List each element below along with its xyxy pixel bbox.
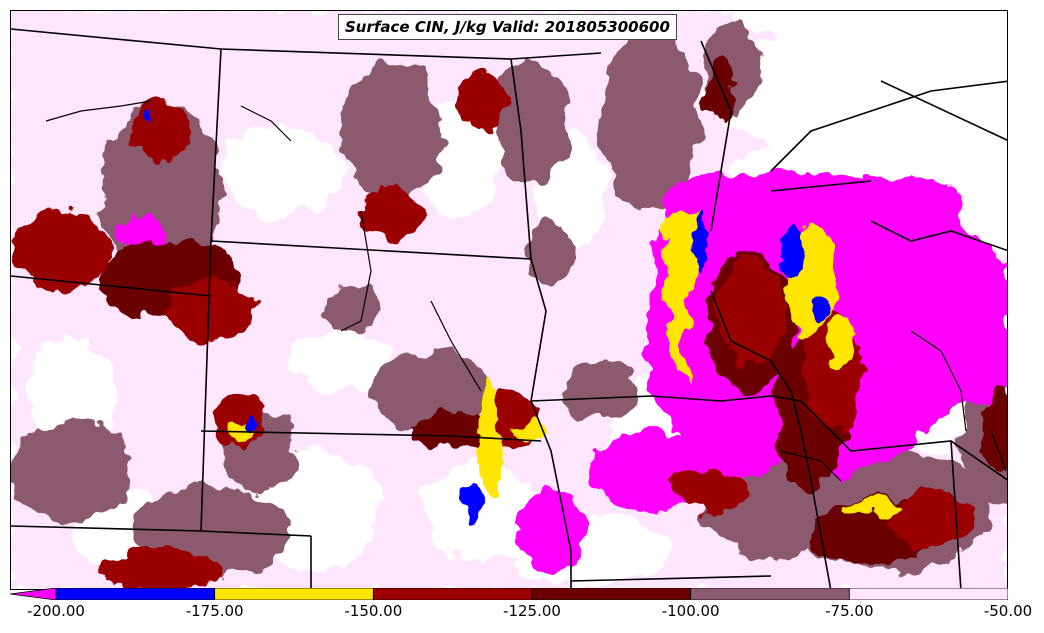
colorbar-segment-0 [55, 588, 216, 600]
colorbar-segment-1 [214, 588, 374, 600]
colorbar-under-arrow [10, 588, 57, 600]
map-frame [10, 10, 1008, 590]
colorbar-tick-label: -100.00 [661, 602, 720, 620]
blue-field [145, 115, 829, 523]
colorbar-segment-3 [531, 588, 692, 600]
colorbar-tick-label: -75.00 [825, 602, 874, 620]
colorbar-tick-label: -175.00 [185, 602, 244, 620]
colorbar-tick-label: -150.00 [344, 602, 403, 620]
colorbar-segments [10, 588, 1008, 600]
colorbar-segment-4 [690, 588, 850, 600]
colorbar-tick-label: -125.00 [503, 602, 561, 620]
cin-map [11, 11, 1007, 589]
colorbar [10, 588, 1008, 600]
state-boundaries [11, 28, 1007, 589]
map-title: Surface CIN, J/kg Valid: 201805300600 [338, 14, 677, 40]
colorbar-tick-label: -200.00 [27, 602, 85, 620]
colorbar-segment-5 [848, 588, 1008, 600]
colorbar-tick-label: -50.00 [983, 602, 1033, 620]
colorbar-segment-2 [372, 588, 533, 600]
rivers [45, 100, 1007, 482]
